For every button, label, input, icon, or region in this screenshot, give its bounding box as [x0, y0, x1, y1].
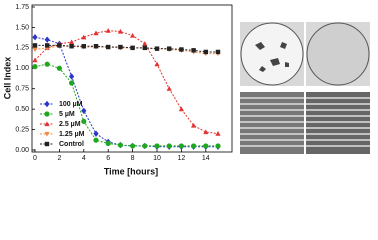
image-panel	[240, 92, 304, 154]
legend: 100 µM 5 µM 2.5 µM 1.25 µM Control	[40, 100, 85, 148]
series-line	[34, 30, 219, 135]
marker	[142, 45, 148, 51]
marker	[117, 28, 123, 34]
x-tick-label: 0	[33, 155, 37, 162]
marker	[32, 47, 38, 53]
marker	[203, 143, 209, 149]
electrode-lines	[240, 97, 370, 147]
marker	[130, 45, 135, 51]
y-tick-label: 0.50	[15, 106, 29, 113]
image-well	[240, 22, 304, 86]
marker	[154, 61, 160, 67]
legend-label: 100 µM	[59, 101, 83, 108]
marker	[44, 100, 50, 108]
marker	[117, 142, 123, 148]
marker	[166, 143, 172, 149]
y-tick-label: 1.50	[15, 24, 29, 31]
image-panel	[306, 92, 370, 154]
marker	[105, 140, 111, 147]
marker	[178, 106, 184, 112]
legend-label: 2.5 µM	[59, 121, 81, 128]
y-tick-label: 1.25	[15, 45, 29, 52]
x-tick-label: 12	[178, 155, 186, 162]
marker	[154, 46, 160, 51]
marker	[215, 143, 221, 149]
marker	[178, 143, 184, 149]
series-line	[34, 63, 218, 147]
marker	[44, 121, 50, 127]
y-tick-label: 1.75	[15, 4, 29, 11]
marker	[130, 33, 136, 38]
y-tick-label: 0.25	[15, 126, 29, 133]
marker	[44, 131, 50, 137]
plot-frame	[31, 4, 233, 153]
marker	[69, 73, 75, 80]
x-tick-label: 14	[202, 155, 210, 162]
marker	[69, 39, 75, 45]
marker	[191, 48, 196, 53]
marker	[81, 118, 87, 124]
y-axis-label: Cell Index	[2, 57, 12, 100]
marker	[203, 49, 209, 55]
marker	[44, 43, 50, 48]
marker	[203, 129, 209, 135]
marker	[57, 43, 62, 48]
marker	[44, 36, 50, 43]
marker	[105, 44, 111, 50]
marker	[32, 57, 38, 63]
legend-label: Control	[59, 141, 84, 148]
marker	[191, 143, 197, 149]
cell-clusters	[255, 42, 289, 72]
marker	[44, 61, 50, 67]
marker	[142, 143, 148, 149]
series-line	[35, 44, 218, 53]
marker	[93, 137, 99, 143]
page: {"chart_data": {"type": "line", "x_label…	[2, 3, 370, 177]
x-tick-label: 10	[153, 155, 161, 162]
x-tick-label: 4	[82, 155, 86, 162]
marker	[142, 41, 148, 46]
x-axis-label: Time [hours]	[104, 166, 158, 176]
figure: Time [hours] Cell Index 0.00 0.25 0.50 0.75…	[2, 4, 370, 176]
marker	[56, 65, 63, 71]
micrographs	[240, 22, 370, 154]
y-tick-label: 1.00	[15, 65, 29, 72]
marker	[166, 86, 172, 91]
marker	[93, 130, 99, 137]
marker	[69, 44, 74, 49]
y-tick-label: 0.75	[15, 86, 29, 93]
marker	[32, 64, 38, 70]
marker	[44, 111, 50, 117]
x-tick-label: 8	[131, 155, 135, 162]
marker	[105, 28, 111, 33]
marker	[81, 34, 87, 40]
marker	[32, 43, 38, 48]
marker	[215, 49, 221, 55]
marker	[81, 107, 87, 114]
marker	[81, 44, 87, 49]
image-well	[306, 22, 370, 86]
marker	[32, 34, 38, 41]
x-tick-label: 2	[57, 155, 61, 162]
marker	[93, 44, 99, 49]
marker	[179, 47, 184, 52]
marker	[191, 122, 197, 128]
marker	[44, 141, 50, 147]
legend-label: 1.25 µM	[59, 131, 85, 138]
marker	[118, 44, 123, 50]
marker	[130, 143, 136, 149]
marker	[215, 131, 221, 136]
marker	[93, 30, 99, 36]
x-tick-label: 6	[106, 155, 110, 162]
legend-label: 5 µM	[59, 111, 75, 118]
marker	[166, 46, 172, 51]
marker	[69, 80, 75, 86]
marker	[154, 143, 160, 149]
y-tick-label: 0.00	[15, 147, 29, 154]
